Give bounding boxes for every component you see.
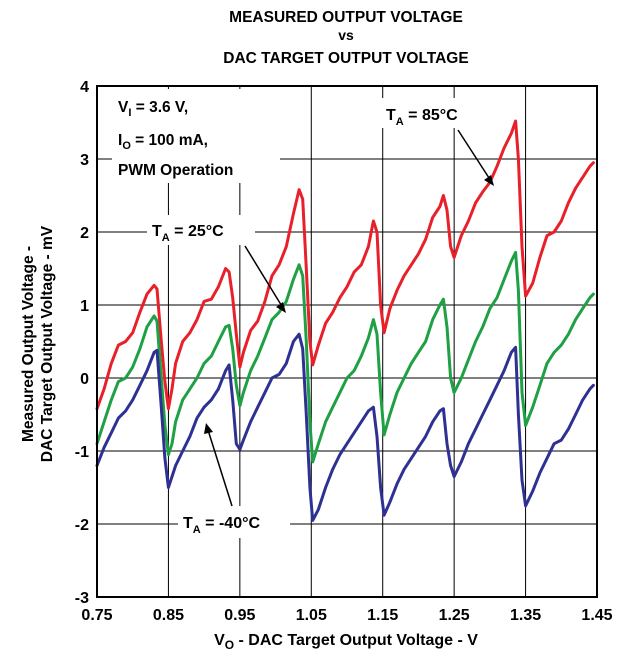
x-axis-label-rest: - DAC Target Output Voltage - V	[234, 632, 478, 649]
condition-vi: VI = 3.6 V,	[118, 99, 188, 119]
x-axis-label-main: V	[214, 632, 225, 649]
label-minus40c-main: T	[183, 515, 193, 532]
conditions-box-background	[112, 89, 280, 183]
y-tick-label: 2	[80, 225, 89, 242]
label-25c: TA = 25°C	[147, 215, 286, 313]
condition-vi-main: V	[118, 99, 129, 116]
y-tick-label: 0	[80, 371, 89, 388]
series-line-25c	[95, 250, 595, 464]
y-tick-label: -1	[75, 444, 89, 461]
label-25c-arrowhead	[276, 302, 286, 313]
label-minus40c-background	[178, 506, 290, 538]
condition-io: IO = 100 mA,	[118, 132, 208, 152]
tick-labels: 0.75 0.85 0.95 1.05 1.15 1.25 1.35 1.45 -3 -2 -1 0 1…	[75, 79, 613, 624]
y-tick-label: -2	[75, 517, 89, 534]
label-minus40c: TA = -40°C	[178, 423, 290, 538]
series-line-minus40c	[95, 332, 595, 522]
label-85c-text: TA = 85°C	[386, 107, 458, 128]
label-minus40c-rest: = -40°C	[201, 515, 261, 532]
condition-io-main: I	[118, 132, 122, 149]
x-tick-label: 0.75	[81, 607, 112, 624]
conditions-box: VI = 3.6 V, IO = 100 mA, PWM Operation	[112, 89, 280, 183]
label-85c-main: T	[386, 107, 396, 124]
x-axis-label-sub: O	[225, 638, 234, 652]
label-85c-sub: A	[396, 116, 404, 128]
y-axis-label-line-2: DAC Target Output Voltage - mV	[39, 225, 56, 462]
condition-io-rest: = 100 mA,	[131, 132, 208, 149]
y-tick-label: 3	[80, 152, 89, 169]
label-25c-main: T	[152, 223, 162, 240]
label-85c: TA = 85°C	[382, 98, 494, 186]
series-lines	[95, 119, 595, 522]
label-25c-rest: = 25°C	[170, 223, 224, 240]
plot-frame	[96, 85, 598, 598]
y-tick-label: 1	[80, 298, 89, 315]
condition-mode: PWM Operation	[118, 162, 233, 179]
y-tick-label: -3	[75, 590, 89, 607]
chart-title-line-1: MEASURED OUTPUT VOLTAGE	[229, 9, 463, 26]
chart-title-line-2: vs	[338, 27, 354, 43]
label-85c-background	[382, 98, 490, 128]
label-25c-sub: A	[162, 232, 170, 244]
chart-title-line-3: DAC TARGET OUTPUT VOLTAGE	[223, 50, 468, 67]
y-tick-label: 4	[80, 79, 89, 96]
label-minus40c-sub: A	[193, 524, 201, 536]
label-25c-background	[147, 215, 255, 245]
x-tick-label: 1.05	[296, 607, 327, 624]
label-25c-leader	[244, 245, 284, 309]
label-minus40c-text: TA = -40°C	[183, 515, 260, 536]
label-minus40c-leader	[207, 429, 233, 507]
x-tick-label: 1.45	[581, 607, 612, 624]
x-axis-label: VO - DAC Target Output Voltage - V	[214, 632, 478, 652]
condition-io-sub: O	[122, 140, 131, 152]
y-axis-label-line-1: Measured Output Voltage -	[20, 246, 37, 442]
x-tick-label: 0.85	[153, 607, 184, 624]
x-tick-label: 1.25	[439, 607, 470, 624]
label-25c-text: TA = 25°C	[152, 223, 224, 244]
label-85c-arrowhead	[484, 175, 494, 186]
x-tick-label: 1.35	[510, 607, 541, 624]
condition-vi-sub: I	[128, 107, 131, 119]
x-tick-label: 0.95	[224, 607, 255, 624]
label-85c-rest: = 85°C	[404, 107, 458, 124]
series-line-85c	[95, 119, 595, 411]
condition-vi-rest: = 3.6 V,	[131, 99, 188, 116]
label-minus40c-arrowhead	[204, 423, 213, 434]
x-tick-label: 1.15	[367, 607, 398, 624]
label-85c-leader	[457, 129, 492, 182]
